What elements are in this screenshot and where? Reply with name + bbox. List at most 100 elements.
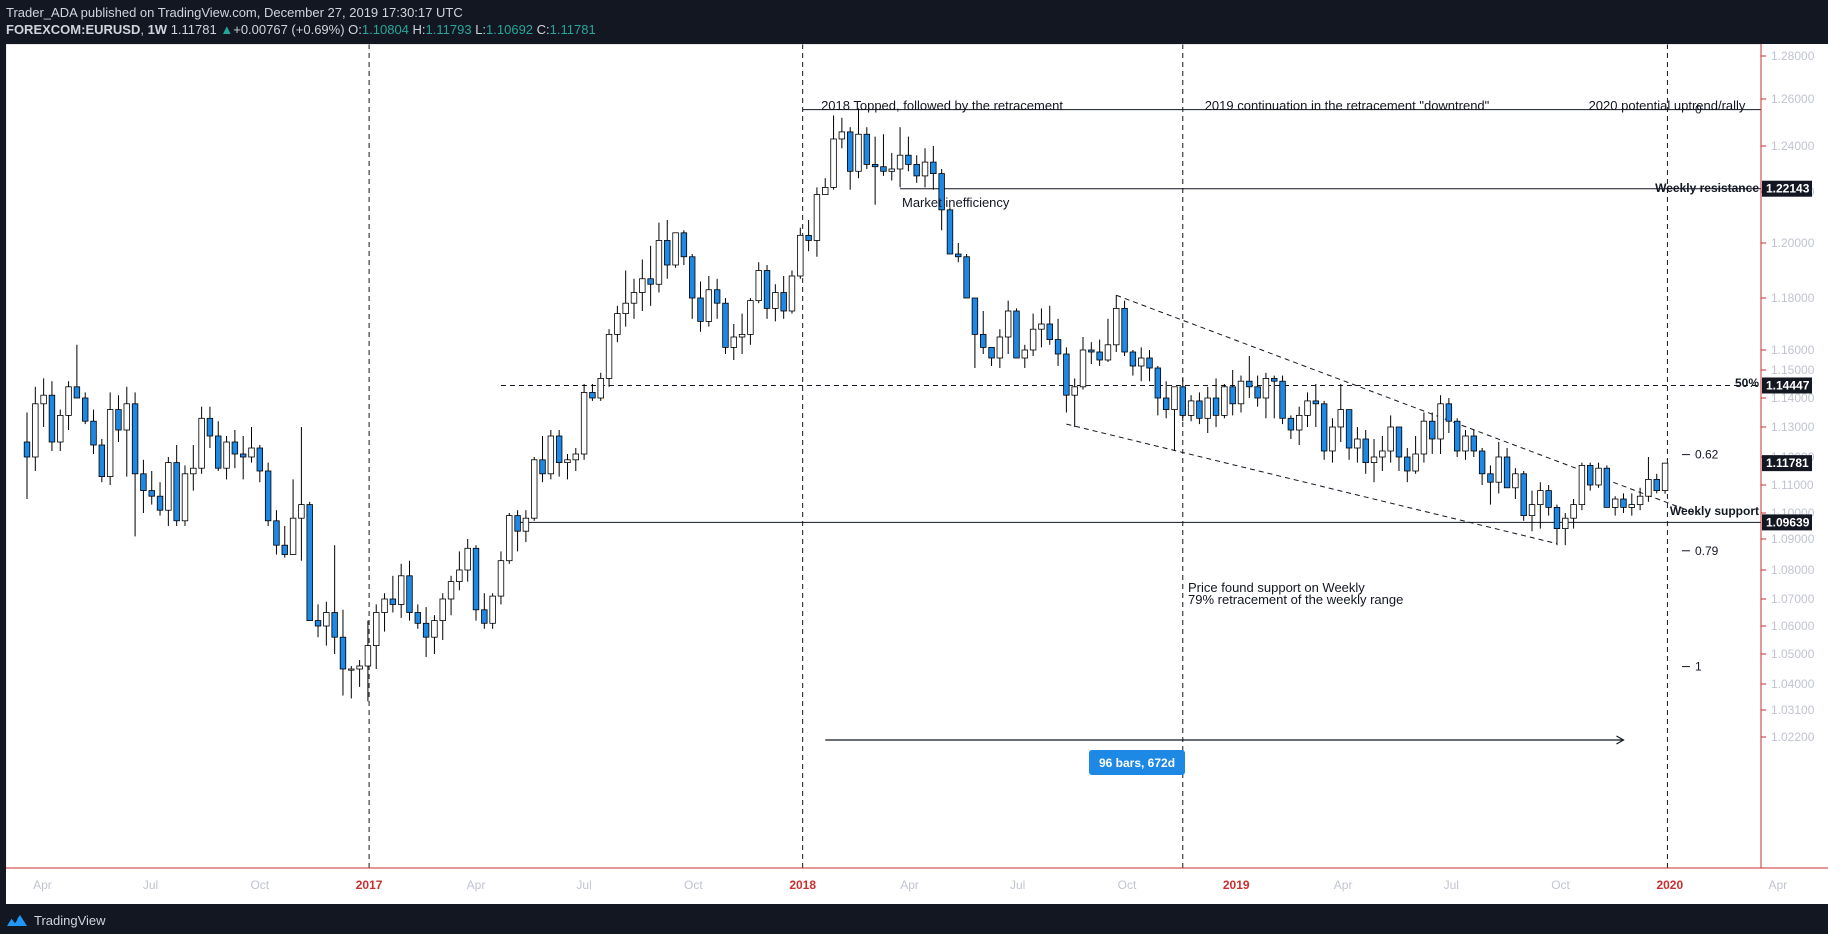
candle xyxy=(1653,473,1660,494)
candle xyxy=(1271,375,1278,419)
channel-lower-line[interactable] xyxy=(1066,423,1558,545)
support-note-line1: Price found support on Weekly xyxy=(1188,580,1365,595)
candle-body-bear xyxy=(1196,400,1203,419)
candle-body-bear xyxy=(980,333,987,348)
price-marker-label: 1.22143 xyxy=(1766,182,1810,196)
candle-body-bear xyxy=(156,495,164,511)
candle-body-bear xyxy=(1587,464,1594,486)
candle xyxy=(381,593,388,632)
candle xyxy=(1528,490,1536,532)
candle-body-bear xyxy=(206,417,214,437)
candle xyxy=(996,329,1004,368)
candle xyxy=(1345,409,1353,460)
candle xyxy=(439,593,446,640)
price-tick-label: 1.20000 xyxy=(1771,236,1815,250)
candle-body-bull xyxy=(830,138,837,188)
fib-079: 0.79 xyxy=(1682,544,1719,558)
time-axis[interactable]: Apr Jul Oct 2017 Apr Jul Oct 2018 Apr Jul Oct 2019 A… xyxy=(6,867,1828,904)
symbol-legend: FOREXCOM:EURUSD, 1W 1.11781 ▲+0.00767 (+… xyxy=(6,22,596,37)
candle xyxy=(680,230,688,265)
candle xyxy=(772,284,779,322)
price-tick-label: 1.08000 xyxy=(1771,563,1815,577)
candle xyxy=(65,381,72,430)
candle-body-bear xyxy=(1179,386,1186,416)
candle-body-bull xyxy=(1262,377,1270,399)
trend-channel[interactable] xyxy=(1066,294,1699,545)
candle-body-bear xyxy=(1088,349,1095,353)
candle xyxy=(1437,395,1444,454)
candle xyxy=(655,222,663,293)
tradingview-brand[interactable]: TradingView xyxy=(6,910,106,930)
candle xyxy=(364,620,372,702)
candle-body-bear xyxy=(115,409,122,431)
candle-body-bear xyxy=(1478,450,1486,475)
price-tick-label: 1.11000 xyxy=(1771,478,1814,492)
candle xyxy=(863,127,871,169)
candle-body-bear xyxy=(422,622,430,638)
price-tick-label: 1.16000 xyxy=(1771,343,1815,357)
candle xyxy=(289,479,297,555)
candle xyxy=(373,604,380,669)
candle xyxy=(1096,339,1103,366)
channel-upper-line[interactable] xyxy=(1116,294,1699,515)
candle xyxy=(605,329,613,387)
candle-body-bull xyxy=(1354,438,1361,449)
candle xyxy=(273,510,280,555)
candle xyxy=(40,378,47,427)
price-tick-label: 1.09000 xyxy=(1771,532,1815,546)
candle xyxy=(905,136,912,172)
candle-body-bear xyxy=(1362,438,1369,464)
candle xyxy=(140,459,147,513)
candle-body-bull xyxy=(1237,380,1245,405)
candlestick-chart[interactable]: 2018 Topped, followed by the retracement… xyxy=(5,43,1828,904)
candle xyxy=(1570,499,1577,529)
candle-body-bear xyxy=(389,598,397,605)
measure-tool[interactable]: 96 bars, 672d xyxy=(825,735,1625,775)
time-axis-bg xyxy=(6,868,1828,904)
candle-body-bull xyxy=(622,302,629,315)
candle xyxy=(930,146,937,190)
candle-body-bull xyxy=(65,386,72,416)
candle-body-bull xyxy=(564,459,571,463)
candle-body-bull xyxy=(797,234,804,277)
candle xyxy=(414,604,422,629)
candle xyxy=(314,604,322,638)
candle-body-bear xyxy=(971,297,979,335)
candle xyxy=(755,262,762,304)
price-marker-badge xyxy=(1762,455,1812,472)
candle-body-bull xyxy=(655,240,663,285)
fib-062-label: 0.62 xyxy=(1695,448,1719,462)
time-tick-label: 2018 xyxy=(789,878,816,892)
candle-body-bear xyxy=(871,164,879,168)
candle xyxy=(422,607,430,657)
candle-body-bear xyxy=(555,435,563,464)
candle xyxy=(1113,295,1120,352)
candle-body-bull xyxy=(1021,349,1028,359)
candle-body-bear xyxy=(514,515,521,532)
candle xyxy=(1279,375,1286,425)
candle-body-bull xyxy=(747,300,754,335)
candle-body-bull xyxy=(1595,467,1602,486)
candle-body-bull xyxy=(348,668,355,671)
candle-body-bear xyxy=(1553,506,1561,529)
candle xyxy=(738,313,746,354)
interval-label[interactable]: 1W xyxy=(147,22,168,37)
candle-body-bull xyxy=(1495,456,1502,483)
price-marker-badge xyxy=(1762,180,1812,197)
range-badge-label: 96 bars, 672d xyxy=(1099,756,1175,770)
symbol-name[interactable]: FOREXCOM:EURUSD xyxy=(6,22,141,37)
candle-body-bull xyxy=(1204,397,1211,419)
candle xyxy=(106,392,114,485)
candle-body-bull xyxy=(397,575,405,605)
candle xyxy=(206,406,214,448)
range-badge[interactable] xyxy=(1089,750,1185,775)
candle-body-bull xyxy=(40,394,47,405)
candle-body-bull xyxy=(439,598,446,622)
price-tick-label: 1.05000 xyxy=(1771,647,1815,661)
candle xyxy=(73,344,81,399)
candle-body-bull xyxy=(1420,420,1428,455)
fib-079-label: 0.79 xyxy=(1695,544,1719,558)
chart-area[interactable]: 2018 Topped, followed by the retracement… xyxy=(5,43,1828,904)
candle xyxy=(456,551,463,591)
candle xyxy=(1187,395,1195,422)
